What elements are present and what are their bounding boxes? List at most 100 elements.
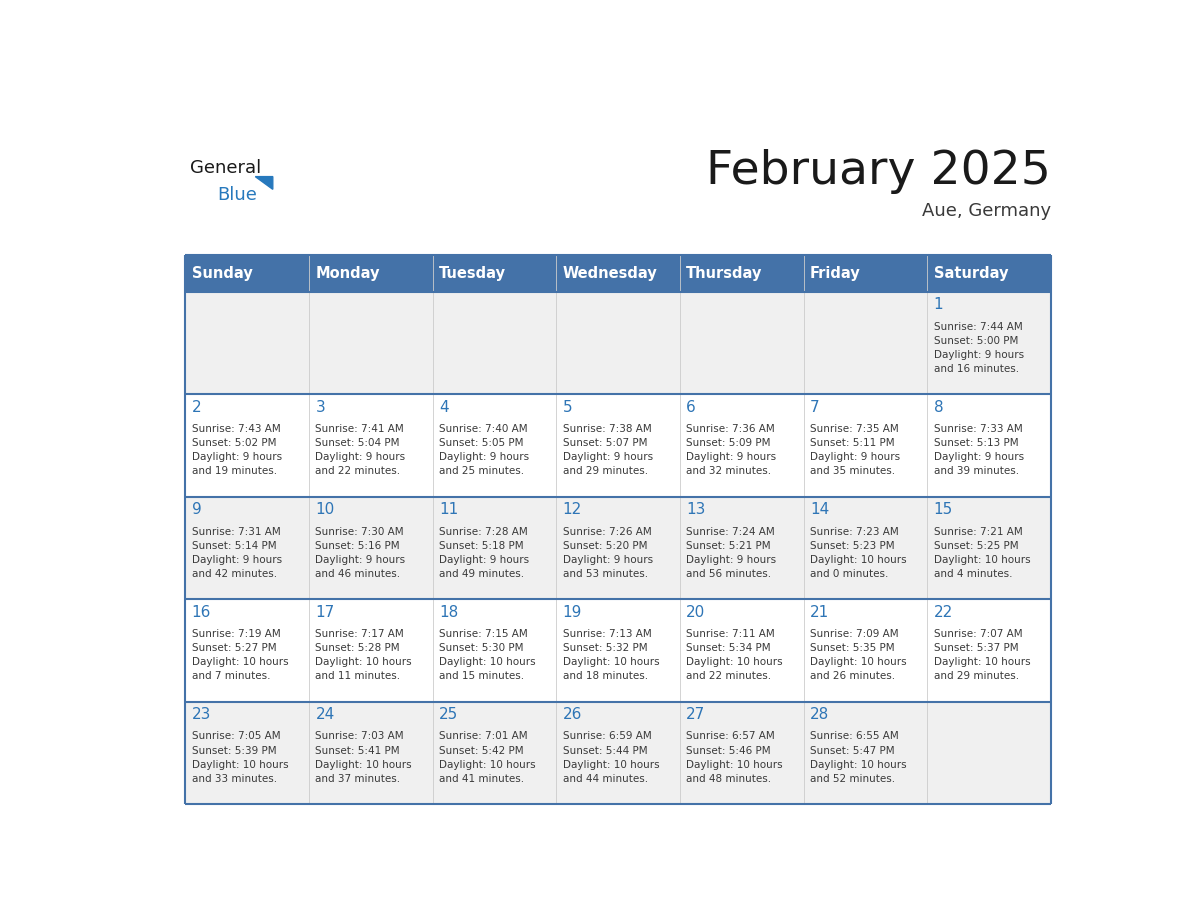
Bar (432, 255, 556, 292)
Text: 17: 17 (315, 605, 335, 620)
Text: Sunset: 5:20 PM: Sunset: 5:20 PM (563, 541, 647, 551)
Text: Sunrise: 7:21 AM: Sunrise: 7:21 AM (934, 527, 1023, 536)
Text: 8: 8 (934, 400, 943, 415)
Text: Wednesday: Wednesday (563, 266, 657, 281)
Text: Daylight: 10 hours: Daylight: 10 hours (934, 554, 1030, 565)
Text: Monday: Monday (315, 266, 380, 281)
Text: Daylight: 9 hours: Daylight: 9 hours (563, 453, 653, 463)
Text: Daylight: 9 hours: Daylight: 9 hours (315, 554, 405, 565)
Text: 20: 20 (687, 605, 706, 620)
Text: Sunset: 5:07 PM: Sunset: 5:07 PM (563, 438, 647, 448)
Text: 24: 24 (315, 708, 335, 722)
Text: and 42 minutes.: and 42 minutes. (191, 569, 277, 579)
Text: Sunset: 5:21 PM: Sunset: 5:21 PM (687, 541, 771, 551)
Text: Daylight: 9 hours: Daylight: 9 hours (810, 453, 901, 463)
Text: 18: 18 (440, 605, 459, 620)
Text: and 25 minutes.: and 25 minutes. (440, 466, 524, 476)
Text: Sunset: 5:27 PM: Sunset: 5:27 PM (191, 644, 277, 653)
Text: 12: 12 (563, 502, 582, 518)
Text: Daylight: 9 hours: Daylight: 9 hours (563, 554, 653, 565)
Text: 26: 26 (563, 708, 582, 722)
Text: Daylight: 10 hours: Daylight: 10 hours (687, 657, 783, 667)
Text: Sunrise: 7:19 AM: Sunrise: 7:19 AM (191, 629, 280, 639)
Text: and 19 minutes.: and 19 minutes. (191, 466, 277, 476)
Text: Sunrise: 7:23 AM: Sunrise: 7:23 AM (810, 527, 898, 536)
Bar (185, 701, 1051, 804)
Text: Sunset: 5:34 PM: Sunset: 5:34 PM (687, 644, 771, 653)
Text: and 56 minutes.: and 56 minutes. (687, 569, 771, 579)
Text: Sunrise: 7:13 AM: Sunrise: 7:13 AM (563, 629, 651, 639)
Text: and 29 minutes.: and 29 minutes. (563, 466, 647, 476)
Text: and 22 minutes.: and 22 minutes. (687, 671, 771, 681)
Text: Sunset: 5:41 PM: Sunset: 5:41 PM (315, 745, 400, 756)
Text: Sunrise: 7:41 AM: Sunrise: 7:41 AM (315, 424, 404, 434)
Text: and 44 minutes.: and 44 minutes. (563, 774, 647, 784)
Text: Daylight: 9 hours: Daylight: 9 hours (191, 554, 282, 565)
Text: Sunrise: 7:33 AM: Sunrise: 7:33 AM (934, 424, 1023, 434)
Text: Sunset: 5:00 PM: Sunset: 5:00 PM (934, 336, 1018, 346)
Text: Sunrise: 7:30 AM: Sunrise: 7:30 AM (315, 527, 404, 536)
Text: Friday: Friday (810, 266, 861, 281)
Text: Sunset: 5:35 PM: Sunset: 5:35 PM (810, 644, 895, 653)
Text: Sunrise: 7:28 AM: Sunrise: 7:28 AM (440, 527, 527, 536)
Text: and 16 minutes.: and 16 minutes. (934, 364, 1019, 374)
Bar (185, 292, 1051, 395)
Text: Daylight: 10 hours: Daylight: 10 hours (191, 657, 289, 667)
Text: Tuesday: Tuesday (440, 266, 506, 281)
Text: Sunset: 5:14 PM: Sunset: 5:14 PM (191, 541, 277, 551)
Text: Sunset: 5:04 PM: Sunset: 5:04 PM (315, 438, 400, 448)
Text: Sunset: 5:25 PM: Sunset: 5:25 PM (934, 541, 1018, 551)
Text: Sunset: 5:39 PM: Sunset: 5:39 PM (191, 745, 277, 756)
Text: Sunrise: 7:35 AM: Sunrise: 7:35 AM (810, 424, 898, 434)
Text: General: General (190, 160, 261, 177)
Bar (309, 255, 432, 292)
Text: Sunrise: 6:57 AM: Sunrise: 6:57 AM (687, 732, 775, 742)
Text: 4: 4 (440, 400, 449, 415)
Text: 6: 6 (687, 400, 696, 415)
Text: Sunrise: 7:26 AM: Sunrise: 7:26 AM (563, 527, 651, 536)
Text: Daylight: 10 hours: Daylight: 10 hours (315, 657, 412, 667)
Text: Daylight: 10 hours: Daylight: 10 hours (563, 760, 659, 770)
Text: 13: 13 (687, 502, 706, 518)
Text: Sunset: 5:44 PM: Sunset: 5:44 PM (563, 745, 647, 756)
Text: and 18 minutes.: and 18 minutes. (563, 671, 647, 681)
Text: Daylight: 10 hours: Daylight: 10 hours (687, 760, 783, 770)
Text: Daylight: 9 hours: Daylight: 9 hours (440, 554, 529, 565)
Bar (680, 255, 803, 292)
Text: 1: 1 (934, 297, 943, 312)
Text: Sunrise: 7:24 AM: Sunrise: 7:24 AM (687, 527, 775, 536)
Bar (185, 599, 1051, 701)
Bar (927, 255, 1051, 292)
Text: and 35 minutes.: and 35 minutes. (810, 466, 895, 476)
Text: and 53 minutes.: and 53 minutes. (563, 569, 647, 579)
Text: Sunset: 5:46 PM: Sunset: 5:46 PM (687, 745, 771, 756)
Text: Blue: Blue (217, 186, 258, 204)
Text: 22: 22 (934, 605, 953, 620)
Text: 23: 23 (191, 708, 211, 722)
Text: and 52 minutes.: and 52 minutes. (810, 774, 895, 784)
Text: Daylight: 10 hours: Daylight: 10 hours (810, 554, 906, 565)
Text: Sunrise: 7:11 AM: Sunrise: 7:11 AM (687, 629, 775, 639)
Text: and 11 minutes.: and 11 minutes. (315, 671, 400, 681)
Text: Sunrise: 7:44 AM: Sunrise: 7:44 AM (934, 321, 1023, 331)
Text: 7: 7 (810, 400, 820, 415)
Text: Daylight: 9 hours: Daylight: 9 hours (934, 453, 1024, 463)
Text: Sunset: 5:32 PM: Sunset: 5:32 PM (563, 644, 647, 653)
Text: Daylight: 9 hours: Daylight: 9 hours (191, 453, 282, 463)
Text: Saturday: Saturday (934, 266, 1009, 281)
Text: and 46 minutes.: and 46 minutes. (315, 569, 400, 579)
Text: 5: 5 (563, 400, 573, 415)
Text: Sunset: 5:02 PM: Sunset: 5:02 PM (191, 438, 277, 448)
Text: Sunrise: 7:03 AM: Sunrise: 7:03 AM (315, 732, 404, 742)
Text: 3: 3 (315, 400, 326, 415)
Text: and 0 minutes.: and 0 minutes. (810, 569, 889, 579)
Text: Sunset: 5:47 PM: Sunset: 5:47 PM (810, 745, 895, 756)
Text: February 2025: February 2025 (706, 149, 1051, 194)
Text: and 49 minutes.: and 49 minutes. (440, 569, 524, 579)
Text: 15: 15 (934, 502, 953, 518)
Text: Sunrise: 7:36 AM: Sunrise: 7:36 AM (687, 424, 775, 434)
Text: and 33 minutes.: and 33 minutes. (191, 774, 277, 784)
Text: and 41 minutes.: and 41 minutes. (440, 774, 524, 784)
Text: Sunset: 5:11 PM: Sunset: 5:11 PM (810, 438, 895, 448)
Text: 27: 27 (687, 708, 706, 722)
